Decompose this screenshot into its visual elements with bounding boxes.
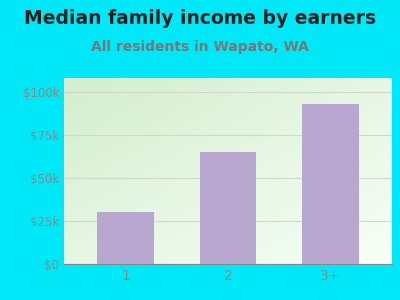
- Text: Median family income by earners: Median family income by earners: [24, 9, 376, 28]
- Bar: [302, 104, 359, 264]
- Text: All residents in Wapato, WA: All residents in Wapato, WA: [91, 40, 309, 55]
- Bar: [97, 212, 154, 264]
- Bar: [200, 152, 256, 264]
